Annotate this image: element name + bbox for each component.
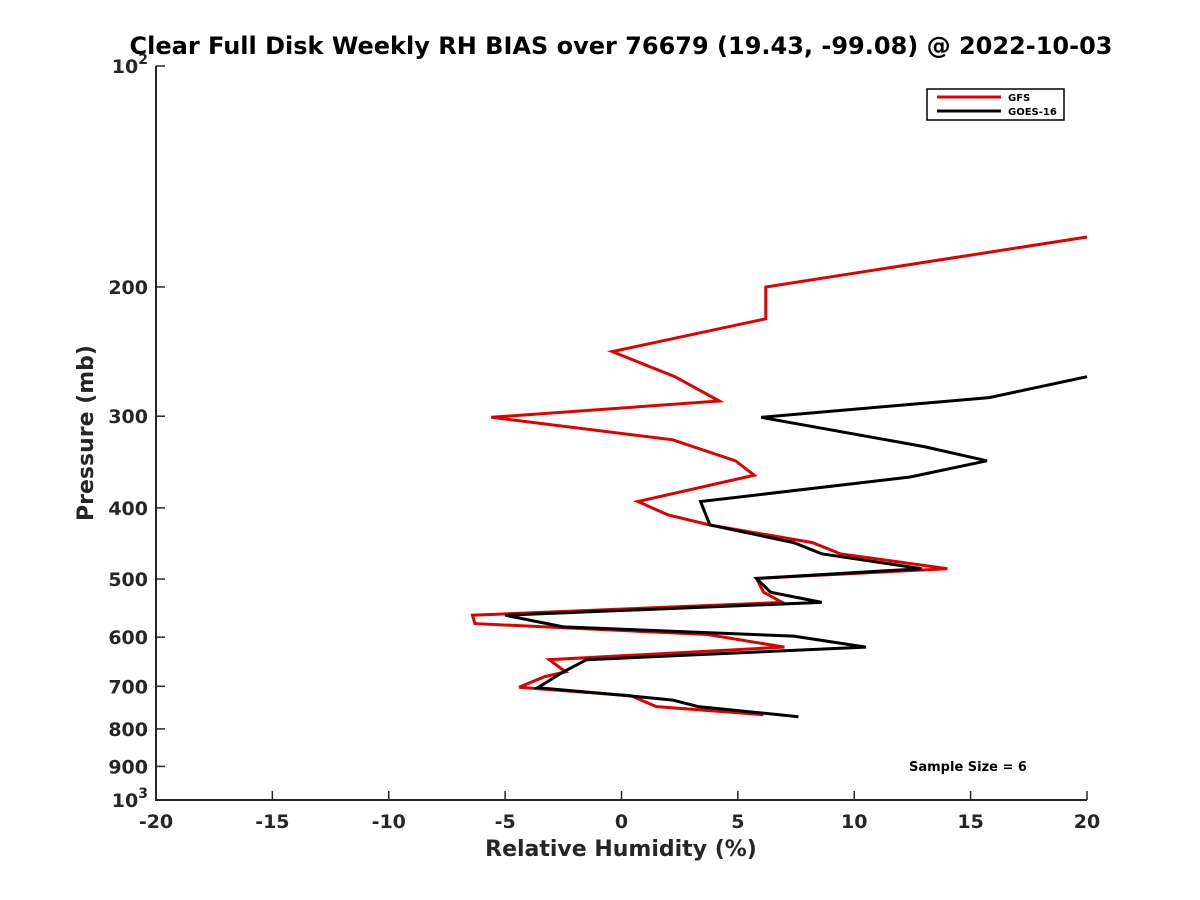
legend-label: GFS: [1008, 93, 1030, 104]
x-tick-label: 5: [731, 811, 744, 833]
y-axis-label: Pressure (mb): [74, 345, 99, 521]
x-tick-label: 10: [841, 811, 867, 833]
y-tick-label: 800: [108, 719, 148, 741]
plot-area: -20 -15 -10 -5 0 5 10 15 20 10220030040050060070…: [108, 52, 1100, 833]
x-axis-label: Relative Humidity (%): [485, 837, 757, 862]
y-tick-label: 900: [108, 756, 148, 778]
series-line-goes-16: [504, 375, 1088, 719]
y-tick-base: 700: [108, 676, 148, 698]
x-tick-label: 0: [615, 811, 628, 833]
y-tick-base: 200: [108, 277, 148, 299]
y-tick-exponent: 2: [138, 52, 148, 68]
x-tick-label: -15: [255, 811, 289, 833]
y-tick-label: 102: [112, 52, 148, 78]
x-tick-label: -20: [139, 811, 173, 833]
y-tick-label: 600: [108, 627, 148, 649]
y-tick-base: 10: [112, 790, 138, 812]
y-tick-label: 700: [108, 676, 148, 698]
legend-label: GOES-16: [1008, 107, 1057, 118]
chart-title: Clear Full Disk Weekly RH BIAS over 7667…: [130, 32, 1113, 60]
y-tick-label: 400: [108, 498, 148, 520]
y-tick-exponent: 3: [138, 786, 148, 802]
y-tick-base: 400: [108, 498, 148, 520]
x-tick-label: 15: [957, 811, 983, 833]
x-tick-label: 20: [1074, 811, 1100, 833]
sample-size-annotation: Sample Size = 6: [909, 760, 1027, 775]
legend-entries: GFS GOES-16: [937, 93, 1057, 118]
y-tick-label: 200: [108, 277, 148, 299]
y-tick-base: 600: [108, 627, 148, 649]
y-tick-base: 500: [108, 569, 148, 591]
y-tick-base: 800: [108, 719, 148, 741]
x-tick-label: -5: [495, 811, 516, 833]
y-tick-label: 103: [112, 786, 148, 812]
y-tick-base: 900: [108, 756, 148, 778]
y-tick-base: 300: [108, 406, 148, 428]
y-tick-base: 10: [112, 56, 138, 78]
legend: GFS GOES-16: [926, 88, 1065, 121]
series-line-gfs: [470, 235, 1088, 717]
legend-box: [926, 88, 1065, 121]
y-tick-label: 300: [108, 406, 148, 428]
x-ticks: -20 -15 -10 -5 0 5 10 15 20: [139, 791, 1100, 833]
y-tick-label: 500: [108, 569, 148, 591]
x-tick-label: -10: [372, 811, 406, 833]
series-layer: [470, 235, 1088, 719]
